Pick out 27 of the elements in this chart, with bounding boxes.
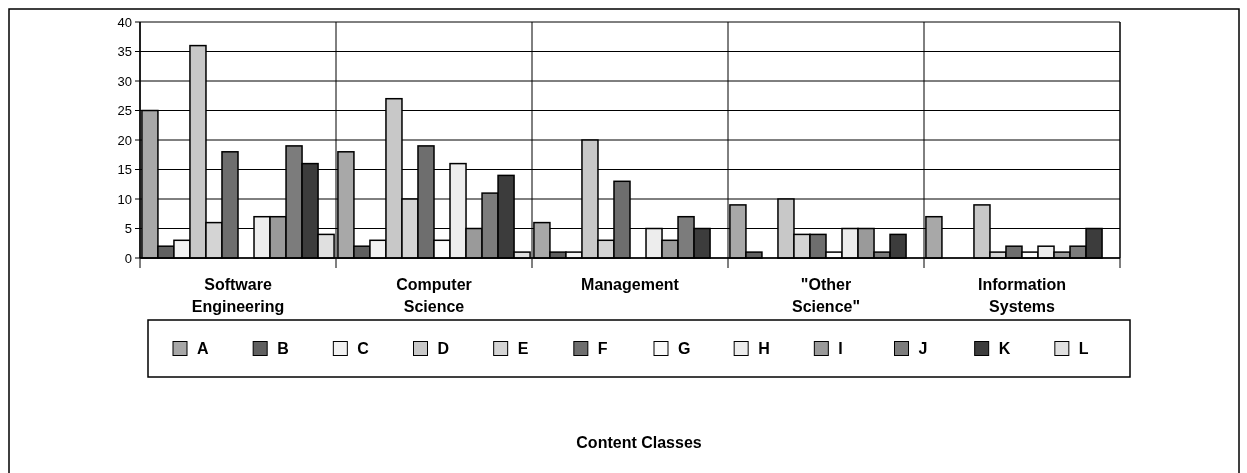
legend-label: A [197, 340, 209, 358]
y-tick-label: 0 [124, 250, 132, 266]
x-tick-label: Computer Science [396, 276, 472, 315]
y-tick-label: 30 [117, 73, 132, 89]
legend-label: J [918, 340, 928, 358]
legend-label: H [758, 340, 770, 358]
x-tick-label: Software Engineering [191, 276, 285, 315]
legend-label: I [838, 340, 843, 358]
y-tick-label: 15 [117, 162, 132, 178]
x-tick-label: "Other Science" [791, 276, 861, 315]
legend-label: B [277, 340, 289, 358]
legend-label: L [1078, 340, 1089, 358]
y-tick-label: 35 [117, 44, 132, 60]
y-tick-label: 5 [124, 221, 132, 237]
legend-label: F [597, 340, 608, 358]
y-tick-label: 25 [117, 103, 132, 119]
x-tick-label: Management [581, 276, 680, 293]
legend-label: K [998, 340, 1011, 358]
text: Content Classes [576, 434, 702, 451]
y-tick-label: 40 [117, 14, 132, 30]
y-tick-label: 20 [117, 132, 132, 148]
legend-label: E [517, 340, 529, 358]
x-tick-label: Information Systems [978, 276, 1066, 315]
legend-label: C [357, 340, 370, 358]
y-tick-label: 10 [117, 191, 132, 207]
legend-label: G [678, 340, 691, 358]
legend-label: D [437, 340, 450, 358]
